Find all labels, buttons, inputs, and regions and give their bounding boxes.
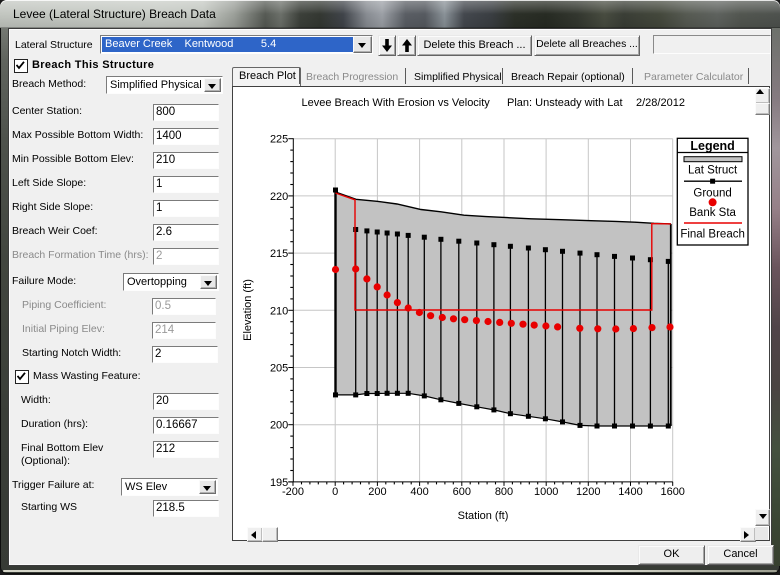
svg-text:220: 220 [270,191,288,203]
svg-text:225: 225 [270,134,288,146]
svg-text:600: 600 [453,486,471,498]
svg-text:200: 200 [368,486,386,498]
svg-text:1200: 1200 [576,486,600,498]
svg-text:Ground: Ground [693,187,731,199]
svg-text:Elevation (ft): Elevation (ft) [242,279,254,341]
svg-text:1600: 1600 [660,486,684,498]
svg-text:0: 0 [332,486,338,498]
svg-text:2/28/2012: 2/28/2012 [636,97,685,109]
svg-text:-200: -200 [282,486,304,498]
svg-text:215: 215 [270,248,288,260]
svg-text:400: 400 [410,486,428,498]
svg-text:195: 195 [270,477,288,489]
svg-text:800: 800 [495,486,513,498]
svg-text:Levee Breach With Erosion vs V: Levee Breach With Erosion vs Velocity [302,97,491,109]
svg-text:Bank Sta: Bank Sta [689,207,736,219]
svg-text:200: 200 [270,420,288,432]
svg-text:205: 205 [270,363,288,375]
svg-text:1000: 1000 [534,486,558,498]
svg-text:Station (ft): Station (ft) [458,510,509,522]
svg-text:210: 210 [270,305,288,317]
svg-text:Lat Struct: Lat Struct [688,165,738,177]
svg-text:1400: 1400 [618,486,642,498]
svg-text:Final Breach: Final Breach [680,229,745,241]
svg-text:Legend: Legend [690,139,734,153]
svg-text:Plan: Unsteady with Lat: Plan: Unsteady with Lat [507,97,623,109]
